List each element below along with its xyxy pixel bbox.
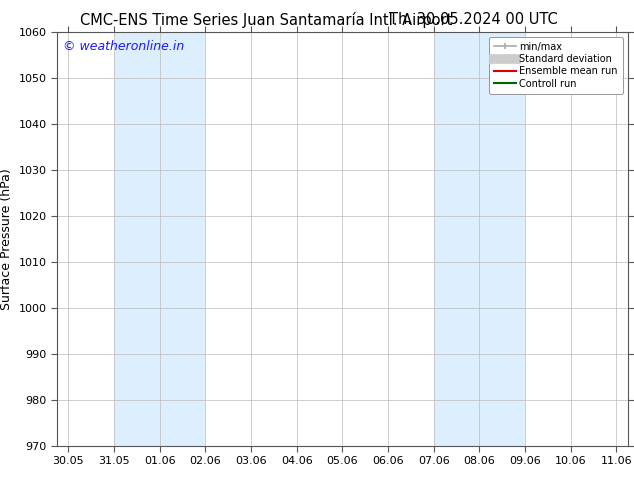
Legend: min/max, Standard deviation, Ensemble mean run, Controll run: min/max, Standard deviation, Ensemble me… [489,37,623,94]
Bar [160,32,205,446]
Y-axis label: Surface Pressure (hPa): Surface Pressure (hPa) [0,168,13,310]
Bar [479,32,525,446]
Text: Th. 30.05.2024 00 UTC: Th. 30.05.2024 00 UTC [389,12,558,27]
Bar [434,32,479,446]
Text: CMC-ENS Time Series Juan Santamaría Intl. Airport: CMC-ENS Time Series Juan Santamaría Intl… [80,12,453,28]
Text: © weatheronline.in: © weatheronline.in [63,40,184,53]
Bar [114,32,160,446]
